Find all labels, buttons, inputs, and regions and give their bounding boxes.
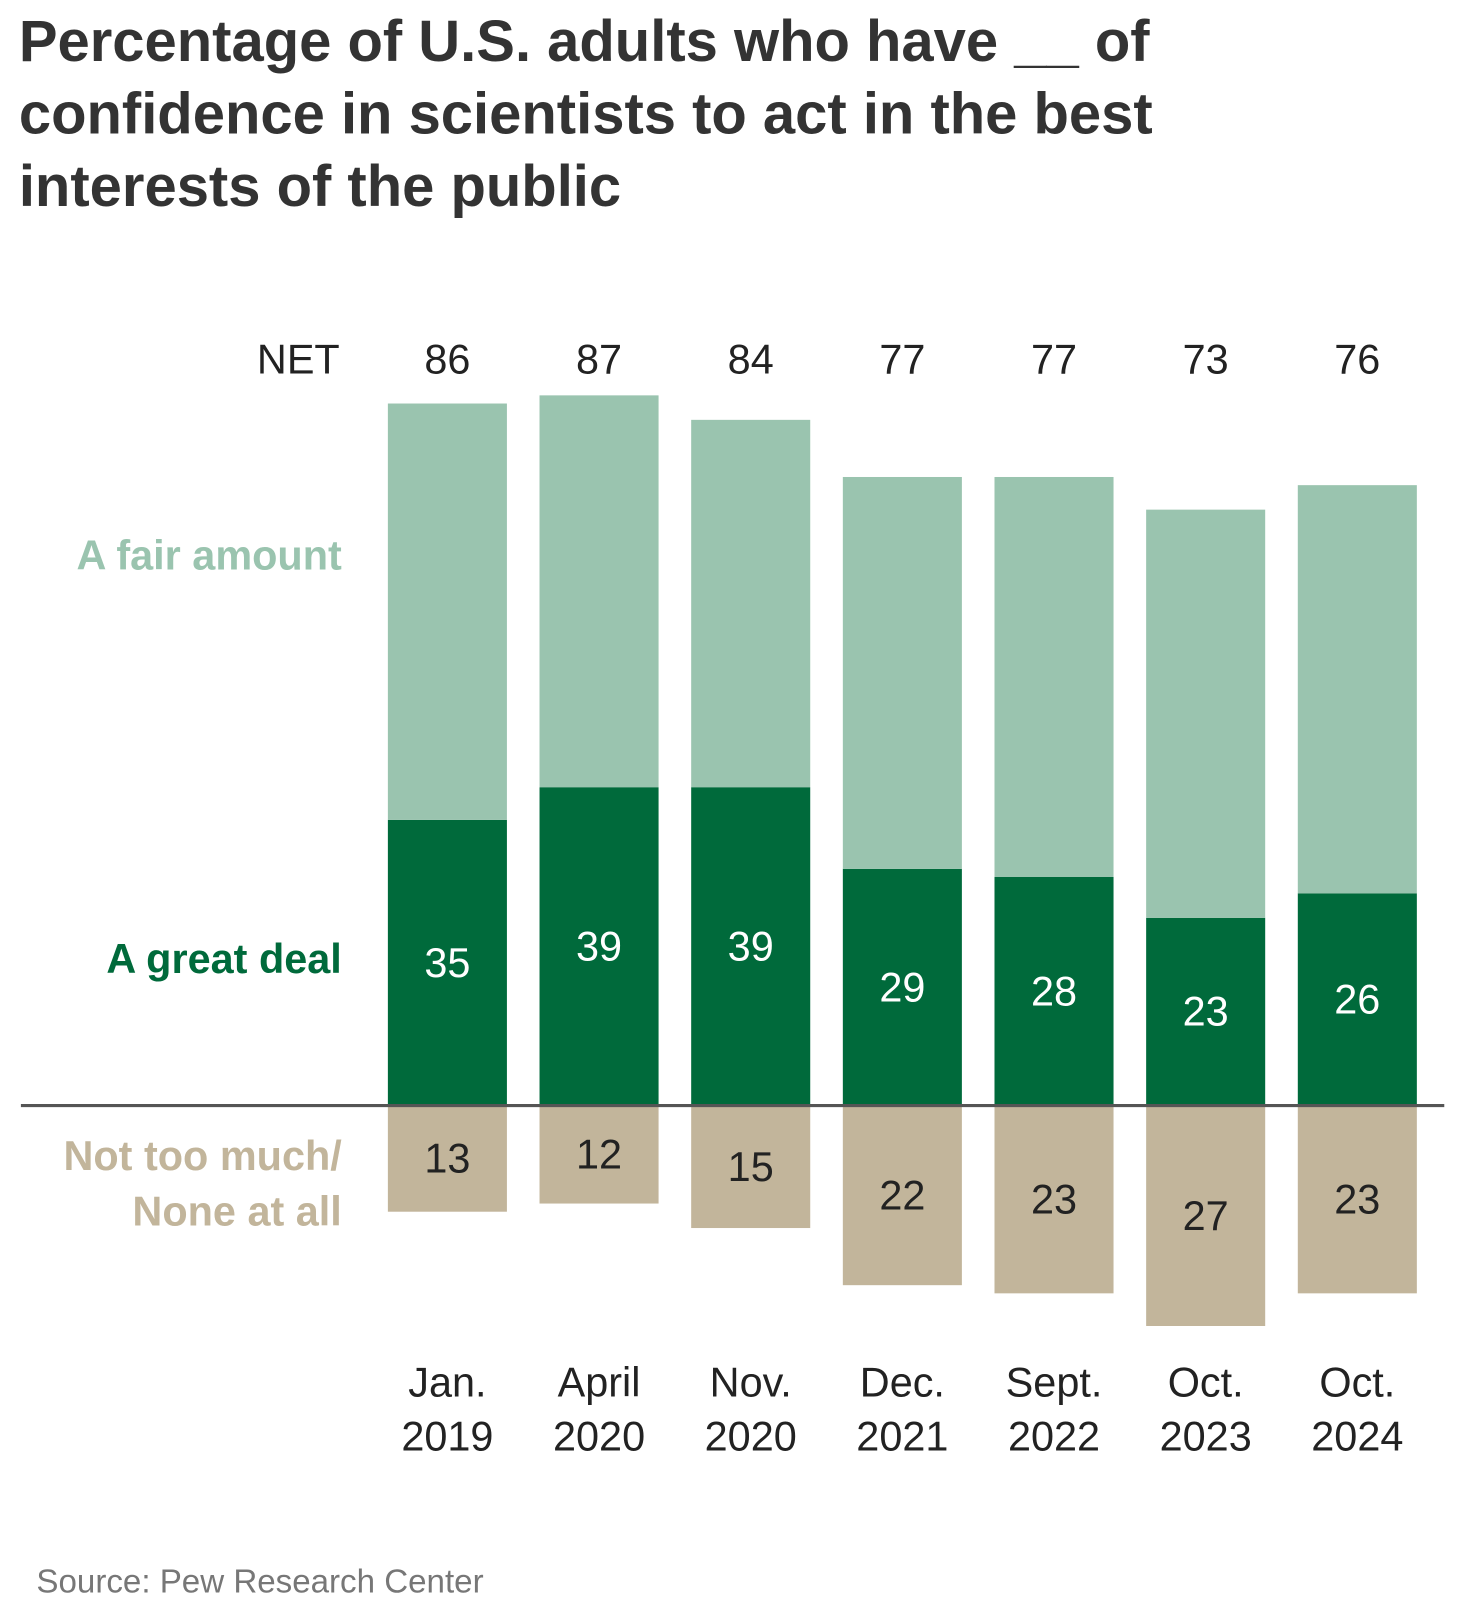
source: Source: Pew Research Center bbox=[36, 1564, 483, 1601]
x-tick-label-box: Jan. 2019 bbox=[401, 1360, 494, 1460]
bar-segment bbox=[842, 476, 962, 869]
legend-label: A fair amount bbox=[76, 533, 342, 579]
bar-segment bbox=[387, 403, 507, 820]
bar-segment bbox=[1146, 1105, 1266, 1326]
data-label: 23 bbox=[1031, 1177, 1077, 1223]
data-label: 23 bbox=[1334, 1177, 1380, 1223]
bar-segment bbox=[1146, 509, 1266, 918]
bar-segment bbox=[1297, 893, 1417, 1106]
bar-segment bbox=[387, 1105, 507, 1212]
data-label: 26 bbox=[1334, 976, 1380, 1022]
x-tick-label-box: Nov. 2020 bbox=[704, 1360, 797, 1460]
x-tick-label-box: Sept. 2022 bbox=[1005, 1360, 1103, 1460]
net-label: 76 bbox=[1334, 336, 1380, 382]
data-label: 28 bbox=[1031, 968, 1077, 1014]
bar-segment bbox=[691, 419, 811, 788]
x-tick-label: April 2020 bbox=[552, 1360, 646, 1460]
bar-segment bbox=[539, 1105, 659, 1204]
legend-label: A great deal bbox=[106, 936, 342, 983]
legend-label-box: A great deal bbox=[106, 936, 342, 983]
x-tick-label: Dec. 2021 bbox=[856, 1360, 949, 1460]
bar-segment bbox=[994, 877, 1114, 1106]
data-label: 23 bbox=[1183, 989, 1229, 1035]
x-tick-label-box: Dec. 2021 bbox=[856, 1360, 949, 1460]
bar-segment bbox=[539, 787, 659, 1106]
data-label: 22 bbox=[879, 1172, 925, 1218]
net-heading: NET bbox=[257, 336, 340, 382]
bar-segment bbox=[1146, 917, 1266, 1106]
data-label: 15 bbox=[728, 1144, 774, 1190]
net-label: 87 bbox=[576, 336, 622, 382]
title-box: Percentage of U.S. adults who have __ of… bbox=[18, 8, 1153, 219]
chart-title: Percentage of U.S. adults who have __ of… bbox=[18, 8, 1153, 219]
x-tick-label: Sept. 2022 bbox=[1005, 1360, 1103, 1460]
x-tick-label: Oct. 2023 bbox=[1159, 1360, 1252, 1460]
data-label: 39 bbox=[576, 923, 622, 969]
bar-segment bbox=[539, 395, 659, 788]
data-label: 12 bbox=[576, 1132, 622, 1178]
legend-label-box: Not too much/ None at all bbox=[63, 1133, 342, 1235]
bar-segment bbox=[1297, 485, 1417, 894]
bar-segment bbox=[842, 868, 962, 1106]
data-label: 29 bbox=[879, 964, 925, 1010]
legend-label: Not too much/ None at all bbox=[63, 1133, 342, 1235]
bar-segment bbox=[994, 1105, 1114, 1294]
net-label: 77 bbox=[1031, 336, 1077, 382]
data-label: 27 bbox=[1183, 1193, 1229, 1239]
data-label: 13 bbox=[424, 1136, 470, 1182]
data-label: 35 bbox=[424, 940, 470, 986]
x-tick-label-box: Oct. 2024 bbox=[1311, 1360, 1404, 1460]
x-tick-label: Nov. 2020 bbox=[704, 1360, 797, 1460]
bar-segment bbox=[994, 476, 1114, 878]
net-label: 86 bbox=[424, 336, 470, 382]
bar-segment bbox=[691, 1105, 811, 1229]
bar-segment bbox=[387, 819, 507, 1106]
net-label: 73 bbox=[1183, 336, 1229, 382]
x-tick-label-box: April 2020 bbox=[552, 1360, 646, 1460]
data-label: 39 bbox=[728, 923, 774, 969]
bar-segment bbox=[1297, 1105, 1417, 1294]
net-label: 84 bbox=[728, 336, 774, 382]
x-tick-label: Jan. 2019 bbox=[401, 1360, 494, 1460]
bar-segment bbox=[842, 1105, 962, 1286]
legend-label-box: A fair amount bbox=[76, 533, 342, 579]
x-tick-label: Oct. 2024 bbox=[1311, 1360, 1404, 1460]
bar-segment bbox=[691, 787, 811, 1106]
net-label: 77 bbox=[879, 336, 925, 382]
x-tick-label-box: Oct. 2023 bbox=[1159, 1360, 1252, 1460]
